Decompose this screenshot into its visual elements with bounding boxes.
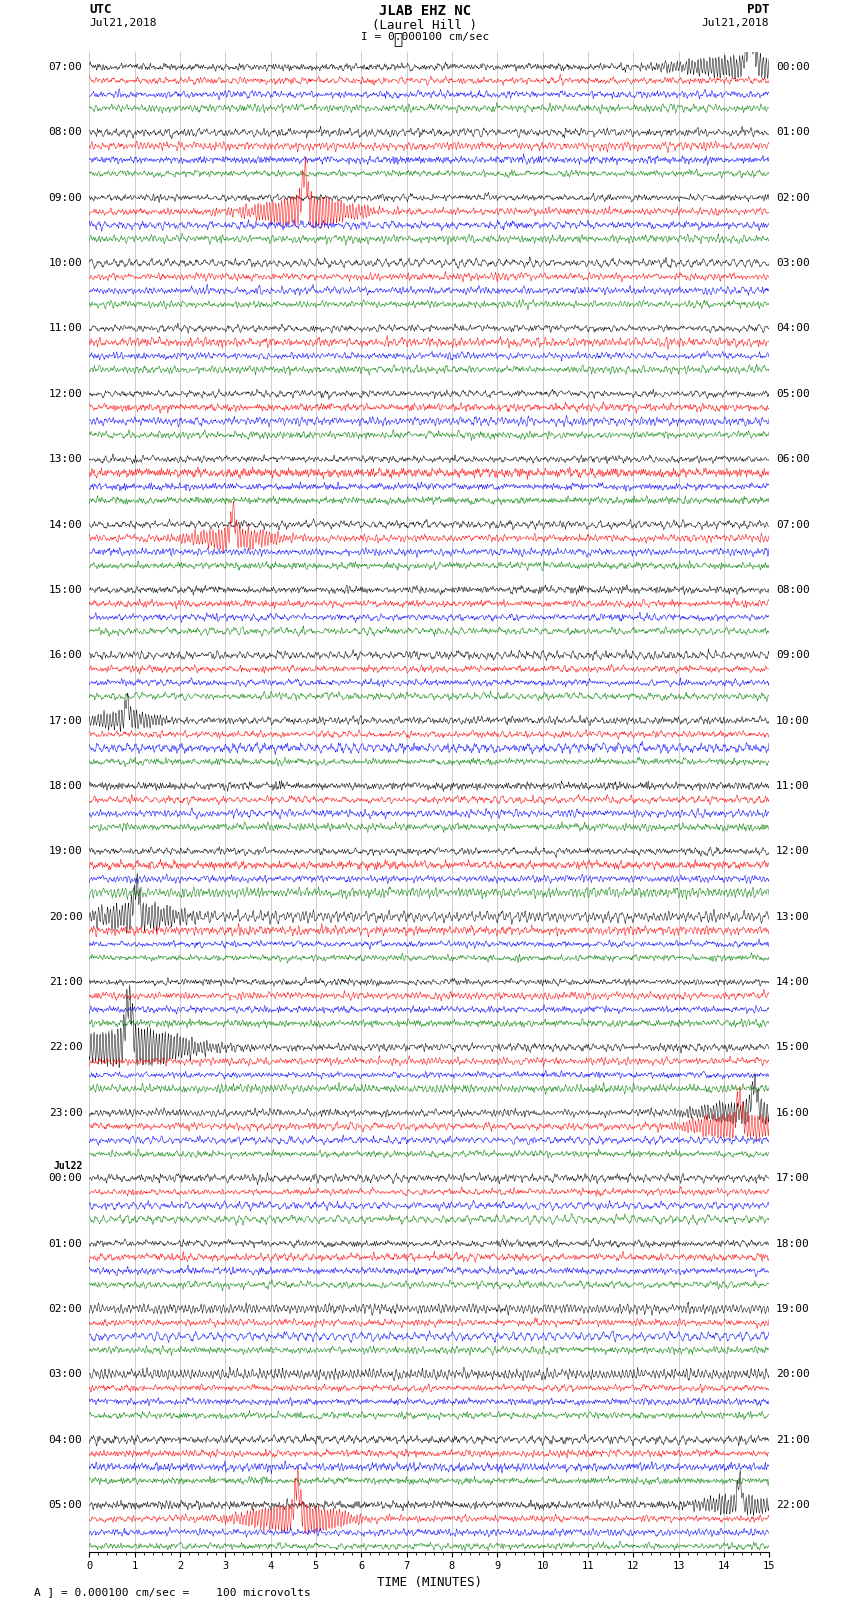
Text: 18:00: 18:00: [776, 1239, 810, 1248]
Text: 03:00: 03:00: [776, 258, 810, 268]
Text: 20:00: 20:00: [776, 1369, 810, 1379]
Text: ⏐: ⏐: [394, 32, 402, 47]
Text: 12:00: 12:00: [48, 389, 82, 398]
Text: 23:00: 23:00: [48, 1108, 82, 1118]
Text: I = 0.000100 cm/sec: I = 0.000100 cm/sec: [361, 32, 489, 42]
Text: 14:00: 14:00: [48, 519, 82, 529]
Text: 15:00: 15:00: [48, 586, 82, 595]
Text: 22:00: 22:00: [48, 1042, 82, 1052]
Text: 21:00: 21:00: [776, 1434, 810, 1445]
Text: 07:00: 07:00: [776, 519, 810, 529]
Text: 09:00: 09:00: [776, 650, 810, 660]
Text: 22:00: 22:00: [776, 1500, 810, 1510]
Text: 05:00: 05:00: [48, 1500, 82, 1510]
Text: 00:00: 00:00: [48, 1173, 82, 1184]
Text: 19:00: 19:00: [48, 847, 82, 857]
Text: (Laurel Hill ): (Laurel Hill ): [372, 18, 478, 32]
Text: 17:00: 17:00: [48, 716, 82, 726]
Text: 02:00: 02:00: [48, 1303, 82, 1315]
Text: 12:00: 12:00: [776, 847, 810, 857]
Text: 07:00: 07:00: [48, 61, 82, 73]
Text: Jul21,2018: Jul21,2018: [702, 18, 769, 27]
Text: 03:00: 03:00: [48, 1369, 82, 1379]
Text: 19:00: 19:00: [776, 1303, 810, 1315]
Text: 20:00: 20:00: [48, 911, 82, 921]
Text: 01:00: 01:00: [48, 1239, 82, 1248]
Text: 04:00: 04:00: [776, 324, 810, 334]
Text: 16:00: 16:00: [48, 650, 82, 660]
Text: 01:00: 01:00: [776, 127, 810, 137]
Text: 10:00: 10:00: [48, 258, 82, 268]
Text: UTC: UTC: [89, 3, 111, 16]
Text: 17:00: 17:00: [776, 1173, 810, 1184]
Text: 09:00: 09:00: [48, 192, 82, 203]
Text: 08:00: 08:00: [48, 127, 82, 137]
Text: A ] = 0.000100 cm/sec =    100 microvolts: A ] = 0.000100 cm/sec = 100 microvolts: [34, 1587, 311, 1597]
Text: 16:00: 16:00: [776, 1108, 810, 1118]
Text: 06:00: 06:00: [776, 455, 810, 465]
Text: 15:00: 15:00: [776, 1042, 810, 1052]
Text: JLAB EHZ NC: JLAB EHZ NC: [379, 5, 471, 18]
Text: 13:00: 13:00: [776, 911, 810, 921]
Text: 10:00: 10:00: [776, 716, 810, 726]
Text: 00:00: 00:00: [776, 61, 810, 73]
Text: Jul22: Jul22: [53, 1161, 82, 1171]
Text: 04:00: 04:00: [48, 1434, 82, 1445]
X-axis label: TIME (MINUTES): TIME (MINUTES): [377, 1576, 482, 1589]
Text: 02:00: 02:00: [776, 192, 810, 203]
Text: 11:00: 11:00: [48, 324, 82, 334]
Text: 18:00: 18:00: [48, 781, 82, 790]
Text: 21:00: 21:00: [48, 977, 82, 987]
Text: 13:00: 13:00: [48, 455, 82, 465]
Text: 11:00: 11:00: [776, 781, 810, 790]
Text: Jul21,2018: Jul21,2018: [89, 18, 156, 27]
Text: 08:00: 08:00: [776, 586, 810, 595]
Text: 14:00: 14:00: [776, 977, 810, 987]
Text: 05:00: 05:00: [776, 389, 810, 398]
Text: PDT: PDT: [747, 3, 769, 16]
